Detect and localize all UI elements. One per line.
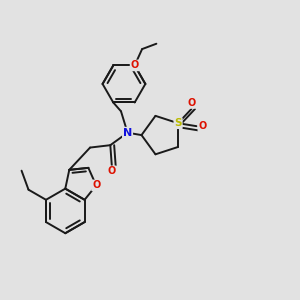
Text: O: O <box>198 121 207 131</box>
Text: N: N <box>123 128 132 138</box>
Text: O: O <box>130 60 139 70</box>
Text: O: O <box>187 98 196 108</box>
Text: O: O <box>92 180 100 190</box>
Text: O: O <box>108 166 116 176</box>
Text: S: S <box>174 118 182 128</box>
